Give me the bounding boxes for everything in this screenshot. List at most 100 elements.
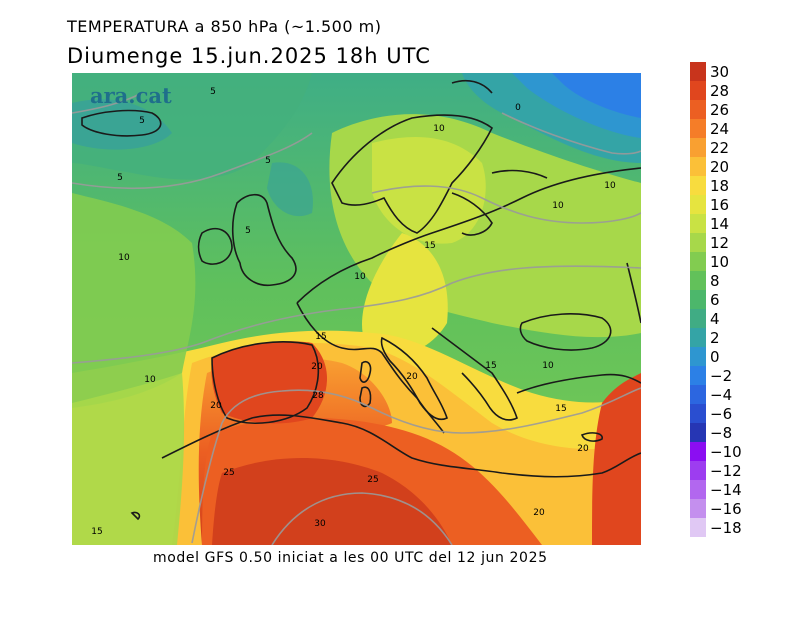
contour-label: 5 bbox=[117, 173, 123, 183]
colorbar-swatch bbox=[690, 119, 706, 138]
colorbar-swatch bbox=[690, 195, 706, 214]
colorbar-label: 28 bbox=[710, 82, 730, 100]
svg-text:25: 25 bbox=[223, 468, 234, 478]
svg-text:28: 28 bbox=[312, 391, 324, 401]
ara-cat-logo: ara.cat bbox=[90, 83, 172, 108]
colorbar-label: 18 bbox=[710, 177, 730, 195]
colorbar-label: 20 bbox=[710, 158, 730, 176]
contour-label: 10 bbox=[144, 375, 156, 385]
colorbar-label: 4 bbox=[710, 310, 720, 328]
svg-text:0: 0 bbox=[515, 103, 521, 113]
colorbar-label: 26 bbox=[710, 101, 730, 119]
contour-label: 15 bbox=[485, 361, 496, 371]
contour-label: 15 bbox=[91, 527, 102, 537]
colorbar-swatch bbox=[690, 157, 706, 176]
contour-label: 5 bbox=[265, 156, 271, 166]
colorbar-swatch bbox=[690, 499, 706, 518]
model-run-caption: model GFS 0.50 iniciat a les 00 UTC del … bbox=[153, 550, 548, 566]
colorbar-swatch bbox=[690, 290, 706, 309]
colorbar-swatch bbox=[690, 385, 706, 404]
svg-text:10: 10 bbox=[354, 272, 366, 282]
contour-label: 15 bbox=[424, 241, 435, 251]
svg-text:10: 10 bbox=[118, 253, 130, 263]
colorbar-swatch bbox=[690, 442, 706, 461]
colorbar-label: 6 bbox=[710, 291, 720, 309]
contour-label: 20 bbox=[577, 444, 589, 454]
colorbar-swatch bbox=[690, 461, 706, 480]
svg-text:20: 20 bbox=[311, 362, 323, 372]
contour-label: 20 bbox=[311, 362, 323, 372]
map-canvas: ara.cat 5 5 5 5 5 0 10 10 10 10 10 10 15… bbox=[72, 73, 641, 545]
contour-label: 10 bbox=[118, 253, 130, 263]
contour-label: 15 bbox=[555, 404, 566, 414]
colorbar-label: 30 bbox=[710, 63, 730, 81]
colorbar-swatch bbox=[690, 423, 706, 442]
colorbar-label: 12 bbox=[710, 234, 730, 252]
colorbar-label: −14 bbox=[710, 481, 742, 499]
contour-label: 10 bbox=[604, 181, 616, 191]
svg-text:20: 20 bbox=[406, 372, 418, 382]
colorbar-swatch bbox=[690, 271, 706, 290]
colorbar-label: 16 bbox=[710, 196, 730, 214]
isotherms bbox=[72, 92, 641, 545]
svg-text:15: 15 bbox=[424, 241, 435, 251]
colorbar-swatch bbox=[690, 62, 706, 81]
colorbar-label: 24 bbox=[710, 120, 730, 138]
temperature-map: ara.cat 5 5 5 5 5 0 10 10 10 10 10 10 15… bbox=[72, 73, 641, 545]
contour-label: 10 bbox=[542, 361, 554, 371]
colorbar-swatch bbox=[690, 252, 706, 271]
contour-label: 20 bbox=[210, 401, 222, 411]
svg-text:5: 5 bbox=[117, 173, 123, 183]
colorbar-swatch bbox=[690, 309, 706, 328]
svg-text:10: 10 bbox=[542, 361, 554, 371]
colorbar-label: −4 bbox=[710, 386, 733, 404]
colorbar-label: −16 bbox=[710, 500, 742, 518]
contour-label: 10 bbox=[354, 272, 366, 282]
colorbar-swatch bbox=[690, 233, 706, 252]
colorbar-label: −8 bbox=[710, 424, 733, 442]
svg-text:15: 15 bbox=[91, 527, 102, 537]
colorbar-label: 0 bbox=[710, 348, 720, 366]
svg-text:10: 10 bbox=[552, 201, 564, 211]
colorbar-swatch bbox=[690, 518, 706, 537]
contour-label: 28 bbox=[312, 391, 324, 401]
colorbar-swatch bbox=[690, 347, 706, 366]
svg-text:5: 5 bbox=[139, 116, 145, 126]
colorbar-swatch bbox=[690, 176, 706, 195]
map-title: TEMPERATURA a 850 hPa (~1.500 m) bbox=[67, 17, 382, 36]
contour-label: 20 bbox=[533, 508, 545, 518]
colorbar-label: 8 bbox=[710, 272, 720, 290]
contour-label: 5 bbox=[245, 226, 251, 236]
colorbar-swatch bbox=[690, 138, 706, 157]
svg-text:15: 15 bbox=[555, 404, 566, 414]
colorbar-label: −18 bbox=[710, 519, 742, 537]
svg-text:15: 15 bbox=[485, 361, 496, 371]
svg-text:10: 10 bbox=[604, 181, 616, 191]
colorbar-swatch bbox=[690, 81, 706, 100]
contour-label: 0 bbox=[515, 103, 521, 113]
svg-text:20: 20 bbox=[577, 444, 589, 454]
svg-text:5: 5 bbox=[265, 156, 271, 166]
colorbar-swatch bbox=[690, 404, 706, 423]
colorbar-swatch bbox=[690, 480, 706, 499]
colorbar-swatch bbox=[690, 328, 706, 347]
svg-text:10: 10 bbox=[144, 375, 156, 385]
colorbar-label: 22 bbox=[710, 139, 730, 157]
svg-text:5: 5 bbox=[210, 87, 216, 97]
svg-text:30: 30 bbox=[314, 519, 326, 529]
colorbar-swatch bbox=[690, 100, 706, 119]
svg-text:10: 10 bbox=[433, 124, 445, 134]
contour-label: 20 bbox=[406, 372, 418, 382]
contour-label: 10 bbox=[433, 124, 445, 134]
colorbar-label: 14 bbox=[710, 215, 730, 233]
contour-label: 5 bbox=[139, 116, 145, 126]
colorbar-label: 10 bbox=[710, 253, 730, 271]
colorbar-label: −10 bbox=[710, 443, 742, 461]
contour-label: 10 bbox=[552, 201, 564, 211]
svg-text:25: 25 bbox=[367, 475, 378, 485]
contour-label: 30 bbox=[314, 519, 326, 529]
contour-label: 25 bbox=[223, 468, 234, 478]
colorbar-label: −2 bbox=[710, 367, 733, 385]
colorbar-label: −6 bbox=[710, 405, 733, 423]
contour-label: 5 bbox=[210, 87, 216, 97]
